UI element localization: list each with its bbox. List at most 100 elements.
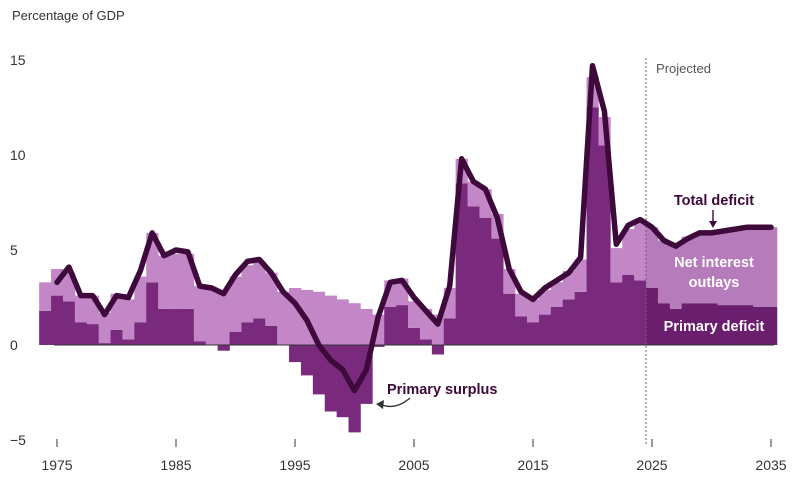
primary-balance-bar	[538, 314, 552, 345]
net-interest-bar	[98, 312, 111, 344]
primary-balance-bar	[455, 183, 468, 345]
primary-balance-bar	[134, 322, 147, 345]
net-interest-bar	[312, 291, 326, 345]
x-axis-ticks: 1975 1985 1995 2005 2015 2025 2035	[41, 439, 787, 473]
primary-balance-bar	[491, 238, 504, 345]
x-tick-label: 1995	[279, 457, 310, 473]
net-interest-bar	[646, 227, 659, 288]
net-interest-bar	[265, 272, 278, 326]
primary-balance-bar	[408, 327, 421, 345]
primary-balance-bar	[693, 303, 706, 345]
y-axis-label: Percentage of GDP	[12, 8, 125, 23]
primary-balance-bar	[39, 310, 52, 345]
primary-balance-bar	[622, 274, 635, 345]
net-interest-bar	[74, 295, 88, 323]
primary-balance-bar	[122, 339, 135, 345]
primary-balance-bar	[312, 345, 326, 395]
primary-balance-bar	[158, 308, 171, 345]
primary-balance-bar	[503, 293, 516, 345]
primary-surplus-label: Primary surplus	[387, 382, 497, 398]
primary-balance-bar	[705, 303, 718, 345]
primary-balance-bar	[98, 343, 111, 345]
net-interest-bar	[324, 295, 337, 345]
net-interest-bar	[681, 236, 694, 304]
primary-balance-bar	[717, 305, 730, 345]
net-interest-bar	[348, 303, 361, 345]
primary-balance-bar	[634, 280, 647, 345]
primary-balance-bar	[396, 305, 409, 345]
primary-balance-bar	[562, 299, 575, 345]
net-interest-bar	[467, 181, 480, 207]
net-interest-bar	[562, 270, 575, 300]
net-interest-bar	[205, 289, 218, 345]
primary-balance-bar	[574, 291, 587, 345]
net-interest-label-line1: Net interest	[674, 255, 754, 271]
net-interest-bar	[515, 293, 528, 317]
net-interest-bar	[241, 265, 254, 323]
primary-balance-bar	[586, 107, 599, 345]
primary-balance-bar	[729, 305, 742, 345]
net-interest-bar	[574, 259, 587, 292]
net-interest-bar	[360, 308, 373, 345]
primary-balance-bar	[74, 322, 88, 345]
primary-balance-bar	[669, 308, 683, 345]
x-tick-label: 2035	[755, 457, 786, 473]
net-interest-bar	[277, 291, 290, 345]
x-tick-label: 2025	[636, 457, 667, 473]
primary-balance-bar	[241, 322, 254, 345]
total-deficit-arrowhead	[709, 221, 717, 228]
x-tick-label: 2005	[398, 457, 429, 473]
primary-balance-bar	[419, 339, 433, 345]
net-interest-bar	[158, 255, 171, 309]
primary-balance-bar	[610, 282, 623, 345]
primary-balance-bar	[681, 303, 694, 345]
primary-balance-bar	[336, 345, 349, 418]
net-interest-bar	[622, 229, 635, 275]
y-tick-label: 0	[10, 337, 18, 353]
primary-balance-bar	[657, 303, 671, 345]
net-interest-bar	[765, 227, 778, 307]
y-tick-label: 10	[10, 147, 26, 163]
net-interest-bar	[170, 253, 183, 309]
primary-balance-bar	[62, 301, 76, 345]
total-deficit-line	[54, 62, 774, 394]
primary-balance-bar	[741, 305, 754, 345]
x-tick-label: 2015	[517, 457, 548, 473]
primary-balance-bar	[253, 318, 266, 345]
primary-balance-bar	[300, 345, 314, 376]
net-interest-bar	[408, 301, 421, 328]
primary-balance-bar	[479, 217, 492, 345]
net-interest-bar	[122, 299, 135, 340]
primary-balance-bar	[527, 322, 540, 345]
net-interest-bar	[741, 229, 754, 306]
net-interest-bar	[550, 282, 564, 307]
y-tick-label: 15	[10, 52, 26, 68]
primary-balance-bar	[384, 307, 397, 345]
primary-balance-bar	[110, 329, 123, 345]
primary-balance-bar	[443, 318, 456, 345]
primary-surplus-arrow	[381, 397, 411, 408]
net-interest-bar	[39, 282, 52, 311]
primary-balance-bar	[229, 331, 242, 345]
y-axis-ticks: −5 0 5 10 15	[10, 52, 26, 448]
x-tick-label: 1985	[160, 457, 191, 473]
net-interest-bar	[134, 276, 147, 323]
primary-surplus-arrowhead	[376, 400, 384, 409]
net-interest-bar	[336, 299, 349, 345]
primary-balance-bar	[289, 345, 302, 363]
net-interest-bar	[693, 234, 706, 304]
projected-label: Projected	[656, 61, 711, 76]
primary-balance-bar	[372, 345, 385, 347]
net-interest-bar	[657, 240, 671, 304]
primary-balance-bar	[753, 307, 766, 345]
total-deficit-label: Total deficit	[674, 193, 754, 209]
net-interest-label-line2: outlays	[689, 275, 740, 291]
net-interest-bar	[193, 286, 207, 342]
primary-balance-bar	[265, 326, 278, 345]
net-interest-bar	[253, 261, 266, 319]
primary-balance-bar	[146, 282, 159, 345]
primary-balance-bar	[646, 288, 659, 345]
primary-balance-bar	[550, 307, 564, 345]
net-interest-bar	[705, 232, 718, 304]
